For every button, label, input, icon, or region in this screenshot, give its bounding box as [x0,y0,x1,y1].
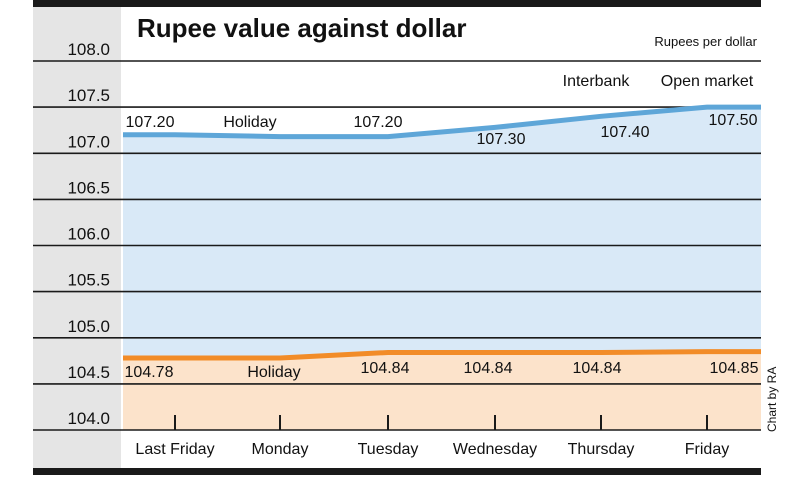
y-tick-label: 107.0 [67,132,110,151]
y-axis-panel [33,7,121,468]
interbank-value-label: 104.78 [125,364,174,381]
y-tick-label: 104.0 [67,409,110,428]
open-market-value-label: 107.20 [126,114,175,131]
bottom-border [33,468,761,475]
series-label-open-market: Open market [661,73,754,90]
y-tick-label: 105.5 [67,271,110,290]
x-tick-label: Friday [685,441,729,458]
grid-lines [33,60,761,431]
open-market-value-label: 107.20 [354,114,403,131]
x-tick-label: Last Friday [135,441,214,458]
x-tick-label: Thursday [568,441,635,458]
interbank-value-label: 104.84 [361,360,410,377]
interbank-holiday-label: Holiday [247,364,300,381]
open-market-value-label: 107.50 [709,112,758,129]
y-tick-labels: 108.0 107.5 107.0 106.5 106.0 105.5 105.0 104.5… [67,40,110,428]
x-tick-label: Tuesday [358,441,419,458]
value-labels: 107.20 Holiday 107.20 107.30 107.40 107.50 104… [125,112,759,381]
y-tick-label: 106.0 [67,225,110,244]
open-market-value-label: 107.40 [601,124,650,141]
series-label-interbank: Interbank [563,73,631,90]
x-tick-label: Monday [252,441,309,458]
chart-title: Rupee value against dollar [137,13,466,43]
y-tick-label: 105.0 [67,317,110,336]
y-tick-label: 104.5 [67,363,110,382]
chart-credit: Chart by RA [765,367,779,432]
x-axis: Last Friday Monday Tuesday Wednesday Thursda… [135,415,729,458]
open-market-area [123,107,761,358]
chart-subtitle: Rupees per dollar [654,34,757,49]
y-tick-label: 108.0 [67,40,110,59]
top-border [33,0,761,7]
interbank-line [123,349,761,361]
interbank-value-label: 104.84 [464,360,513,377]
interbank-value-label: 104.84 [573,360,622,377]
interbank-area [123,351,761,430]
interbank-value-label: 104.85 [710,360,759,377]
open-market-line [123,104,761,140]
y-tick-label: 107.5 [67,86,110,105]
y-tick-label: 106.5 [67,178,110,197]
open-market-value-label: 107.30 [477,131,526,148]
x-tick-label: Wednesday [453,441,537,458]
open-market-holiday-label: Holiday [223,114,276,131]
